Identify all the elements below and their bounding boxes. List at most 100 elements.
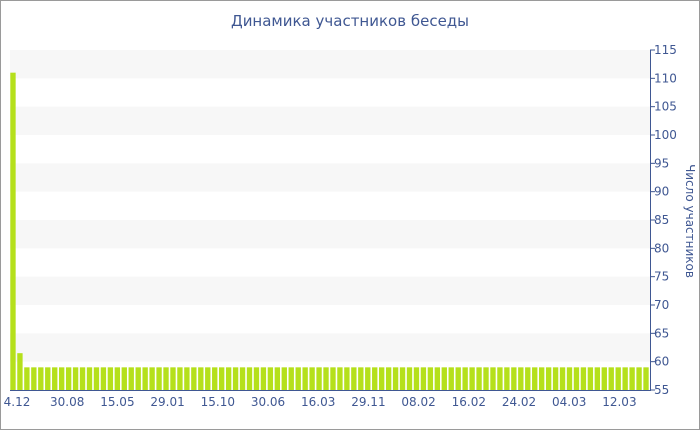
x-tick-labels: 4.12 30.08 15.05 29.01 15.10 30.06 16.03 29.11 0… (4, 395, 637, 409)
bar (309, 367, 315, 390)
bar (107, 367, 114, 390)
bar (135, 367, 141, 390)
bar (177, 367, 183, 390)
bar (170, 367, 176, 390)
bar (225, 367, 232, 390)
bar (434, 367, 441, 390)
bar (218, 367, 225, 390)
y-tick-label: 55 (654, 383, 669, 397)
x-tick-label: 29.01 (150, 395, 184, 409)
bar (45, 367, 51, 390)
x-tick-label: 24.02 (502, 395, 536, 409)
y-tick-label: 85 (654, 213, 669, 227)
bar (79, 367, 86, 390)
bar (184, 367, 190, 390)
bar (469, 367, 475, 390)
y-tick-label: 100 (654, 128, 677, 142)
bar (636, 367, 642, 390)
bar (629, 367, 635, 390)
bar (532, 367, 538, 390)
x-tick-label: 16.03 (301, 395, 335, 409)
grid-band (10, 276, 650, 305)
bar (427, 367, 434, 390)
grid-band (10, 163, 650, 192)
y-axis-label: Число участников (683, 164, 697, 278)
bar (518, 367, 524, 390)
axes (10, 49, 655, 391)
bar (330, 367, 336, 390)
bar (392, 367, 399, 390)
bar (302, 367, 308, 390)
bar (573, 367, 580, 390)
y-tick-labels: 55 60 65 70 75 80 85 90 95 100 105 110 115 (654, 43, 677, 397)
bar (545, 367, 552, 390)
y-tick-label: 110 (654, 71, 677, 85)
bar (525, 367, 531, 390)
bar (455, 367, 461, 390)
bar (399, 367, 406, 390)
bar (552, 367, 559, 390)
bar (65, 367, 72, 390)
bar (288, 367, 294, 390)
y-tick-label: 90 (654, 185, 669, 199)
bar (337, 367, 343, 390)
bar (608, 367, 614, 390)
bar (191, 367, 197, 390)
x-tick-label: 04.03 (552, 395, 586, 409)
bar (156, 367, 162, 390)
y-tick-label: 75 (654, 270, 669, 284)
bar (128, 367, 134, 390)
bar (601, 367, 607, 390)
grid-band (10, 333, 650, 362)
bar (246, 367, 253, 390)
y-tick-label: 105 (654, 100, 677, 114)
bar (198, 367, 204, 390)
bar (38, 367, 44, 390)
y-tick-label: 70 (654, 298, 669, 312)
bar (267, 367, 274, 390)
bar (253, 367, 260, 390)
bar (52, 367, 58, 390)
bar (622, 367, 628, 390)
bar (358, 367, 364, 390)
bar (281, 367, 287, 390)
bar (142, 367, 148, 390)
bar (511, 367, 517, 390)
bar (72, 367, 79, 390)
grid-band (10, 220, 650, 249)
bar (232, 367, 239, 390)
bar (566, 367, 573, 390)
chart-title: Динамика участников беседы (230, 12, 470, 30)
grid-bands (10, 50, 650, 362)
bar (58, 367, 65, 390)
bar (559, 367, 566, 390)
y-tick-label: 80 (654, 241, 669, 255)
bar (212, 367, 218, 390)
bar (205, 367, 211, 390)
y-tick-label: 95 (654, 156, 669, 170)
bar (17, 353, 23, 390)
bar (406, 367, 413, 390)
bar (351, 367, 357, 390)
bar (86, 367, 93, 390)
bar (316, 367, 322, 390)
y-tick-label: 65 (654, 326, 669, 340)
bar (121, 367, 127, 390)
bar (295, 367, 301, 390)
bar (476, 367, 482, 390)
x-tick-label: 16.02 (452, 395, 486, 409)
bar (24, 367, 30, 390)
bar (441, 367, 447, 390)
bar (497, 367, 503, 390)
bar (274, 367, 281, 390)
bar (490, 367, 496, 390)
bar (483, 367, 489, 390)
bar (420, 367, 427, 390)
bar (580, 367, 587, 390)
grid-band (10, 50, 650, 79)
bar (372, 367, 378, 390)
bar (587, 367, 594, 390)
bar (31, 367, 37, 390)
bar (114, 367, 121, 390)
